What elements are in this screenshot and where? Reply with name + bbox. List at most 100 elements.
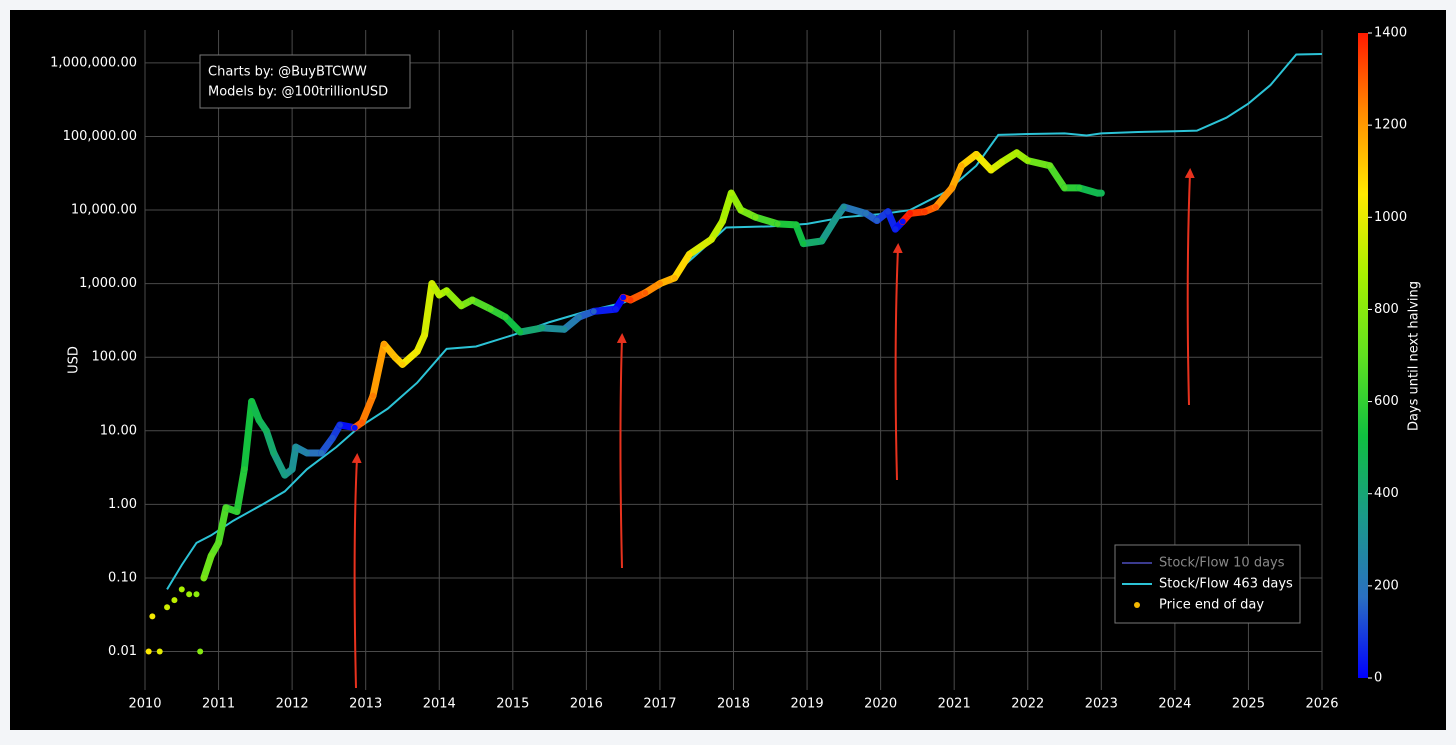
price-point bbox=[590, 308, 597, 315]
y-tick-label: 1,000,000.00 bbox=[50, 55, 137, 70]
price-point bbox=[171, 597, 178, 604]
price-point bbox=[873, 217, 880, 224]
price-point bbox=[921, 208, 928, 215]
price-point bbox=[336, 421, 343, 428]
colorbar-tick-label: 1200 bbox=[1374, 118, 1407, 133]
price-point bbox=[318, 449, 325, 456]
price-point bbox=[884, 208, 891, 215]
price-point bbox=[999, 158, 1006, 165]
price-point bbox=[149, 613, 156, 620]
price-point bbox=[1024, 157, 1031, 164]
credit-box bbox=[199, 54, 411, 109]
price-point bbox=[248, 398, 255, 405]
price-segment bbox=[358, 392, 377, 426]
colorbar-tick-label: 1400 bbox=[1374, 26, 1407, 41]
price-point bbox=[281, 472, 288, 479]
price-segment bbox=[972, 150, 995, 174]
y-tick-label: 100.00 bbox=[92, 350, 138, 365]
price-point bbox=[840, 204, 847, 211]
price-point bbox=[656, 280, 663, 287]
price-point bbox=[612, 306, 619, 313]
arrow bbox=[892, 243, 903, 481]
price-point bbox=[469, 296, 476, 303]
price-point bbox=[193, 591, 200, 598]
price-point bbox=[907, 210, 914, 217]
price-point bbox=[197, 648, 204, 655]
price-point bbox=[208, 552, 215, 559]
price-point bbox=[289, 466, 296, 473]
legend-label: Stock/Flow 10 days bbox=[1159, 556, 1285, 571]
y-tick-label: 100,000.00 bbox=[63, 129, 137, 144]
price-point bbox=[145, 648, 152, 655]
x-tick-label: 2018 bbox=[717, 697, 750, 712]
price-point bbox=[156, 648, 163, 655]
price-point bbox=[381, 341, 388, 348]
x-tick-label: 2025 bbox=[1232, 697, 1265, 712]
y-tick-label: 1,000.00 bbox=[79, 276, 137, 291]
price-point bbox=[793, 221, 800, 228]
price-segment bbox=[270, 449, 289, 479]
price-segment bbox=[215, 504, 230, 547]
price-point bbox=[833, 214, 840, 221]
price-segment bbox=[233, 465, 248, 516]
price-point bbox=[215, 539, 222, 546]
legend-label: Price end of day bbox=[1159, 598, 1264, 613]
price-point bbox=[186, 591, 193, 598]
x-tick-label: 2014 bbox=[423, 697, 456, 712]
y-tick-label: 10,000.00 bbox=[71, 203, 137, 218]
price-point bbox=[421, 332, 428, 339]
price-point bbox=[752, 214, 759, 221]
price-point bbox=[200, 574, 207, 581]
x-tick-label: 2021 bbox=[938, 697, 971, 712]
price-point bbox=[329, 434, 336, 441]
x-tick-label: 2019 bbox=[791, 697, 824, 712]
price-point bbox=[800, 240, 807, 247]
price-point bbox=[737, 207, 744, 214]
price-point bbox=[728, 190, 735, 197]
price-point bbox=[370, 392, 377, 399]
price-point bbox=[164, 604, 171, 611]
price-point bbox=[708, 236, 715, 243]
colorbar-tick-label: 1000 bbox=[1374, 210, 1407, 225]
price-segment bbox=[590, 305, 620, 315]
price-segment bbox=[685, 235, 715, 258]
colorbar bbox=[1358, 33, 1368, 678]
price-segment bbox=[948, 162, 966, 192]
x-tick-label: 2023 bbox=[1085, 697, 1118, 712]
sf-line bbox=[166, 53, 1323, 590]
x-tick-label: 2012 bbox=[276, 697, 309, 712]
price-point bbox=[351, 424, 358, 431]
x-tick-label: 2015 bbox=[496, 697, 529, 712]
price-point bbox=[627, 296, 634, 303]
price-segment bbox=[707, 217, 726, 243]
price-point bbox=[241, 466, 248, 473]
colorbar-label: Days until next halving bbox=[1407, 281, 1422, 431]
price-segment bbox=[1024, 157, 1054, 170]
annotation: Models by: @100trillionUSD bbox=[208, 85, 388, 100]
price-segment bbox=[262, 427, 278, 457]
price-point bbox=[576, 314, 583, 321]
price-point bbox=[270, 449, 277, 456]
price-point bbox=[892, 226, 899, 233]
price-point bbox=[620, 294, 627, 301]
x-tick-label: 2026 bbox=[1305, 697, 1338, 712]
price-segment bbox=[818, 213, 840, 245]
price-segment bbox=[1046, 162, 1069, 192]
price-point bbox=[233, 508, 240, 515]
price-point bbox=[1076, 184, 1083, 191]
y-tick-label: 0.10 bbox=[108, 570, 137, 585]
x-tick-label: 2013 bbox=[349, 697, 382, 712]
x-tick-label: 2024 bbox=[1158, 697, 1191, 712]
colorbar-tick-label: 400 bbox=[1374, 486, 1399, 501]
price-point bbox=[443, 287, 450, 294]
colorbar-tick-label: 200 bbox=[1374, 578, 1399, 593]
price-segment bbox=[240, 398, 256, 473]
price-point bbox=[686, 251, 693, 258]
x-tick-label: 2011 bbox=[202, 697, 235, 712]
price-point bbox=[414, 348, 421, 355]
price-segment bbox=[421, 280, 436, 339]
price-point bbox=[973, 151, 980, 158]
annotation: Charts by: @BuyBTCWW bbox=[208, 65, 367, 80]
price-point bbox=[502, 314, 509, 321]
price-point bbox=[303, 449, 310, 456]
